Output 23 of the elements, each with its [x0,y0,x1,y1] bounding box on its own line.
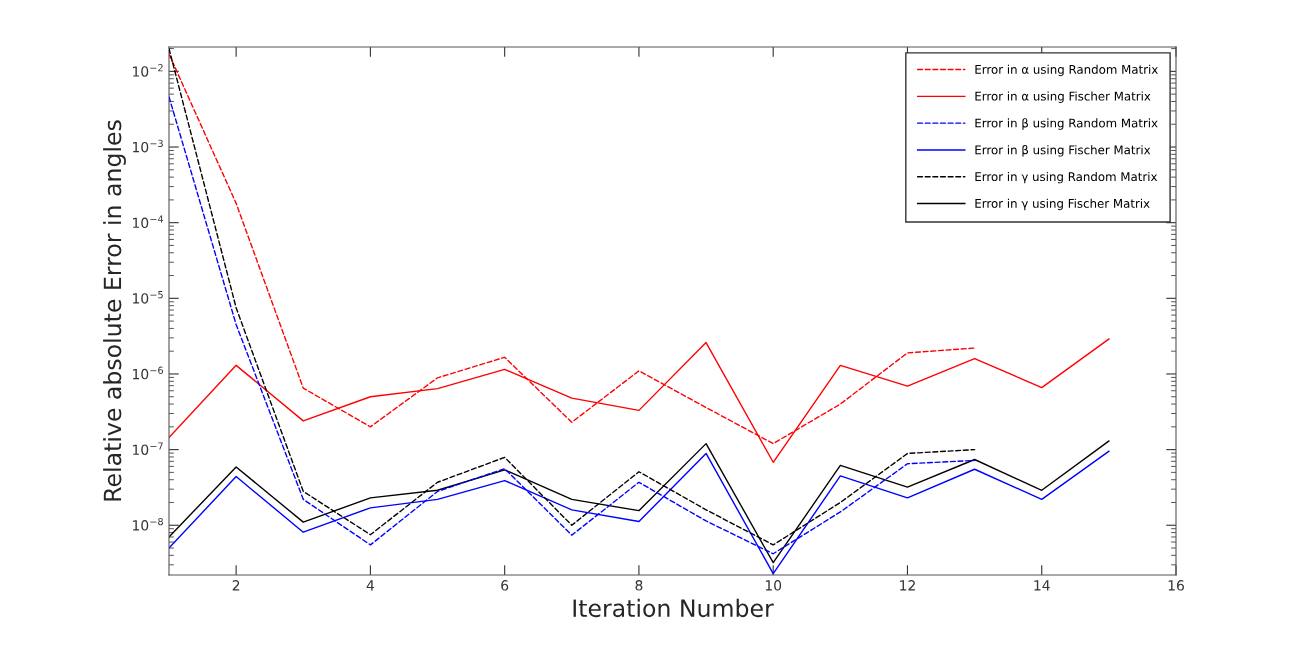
legend-label: Error in β using Random Matrix [975,118,1158,130]
x-tick-label: 2 [232,580,240,591]
x-axis-title: Iteration Number [573,598,774,618]
legend-label: Error in γ using Fischer Matrix [975,198,1150,211]
y-axis-title: Relative absolute Error in angles [103,120,126,501]
x-tick-label: 12 [900,580,915,591]
y-tick-label: 10$^{−7}$ [133,442,163,455]
x-tick-label: 4 [366,580,375,591]
x-tick-label: 8 [635,580,643,591]
x-tick-label: 6 [501,580,509,591]
y-tick-label: 10$^{−6}$ [133,366,164,380]
y-tick-label: 10$^{−2}$ [133,64,163,77]
legend-label: Error in β using Fischer Matrix [975,145,1151,157]
y-tick-label: 10$^{−8}$ [133,517,163,531]
x-tick-label: 10 [765,580,782,591]
y-tick-label: 10$^{−5}$ [133,291,163,304]
x-tick-label: 14 [1034,580,1050,591]
y-tick-label: 10$^{−3}$ [133,139,163,153]
legend-label: Error in α using Random Matrix [975,64,1158,77]
y-tick-label: 10$^{−4}$ [133,215,164,229]
legend-label: Error in γ using Random Matrix [975,171,1158,184]
legend-label: Error in α using Fischer Matrix [975,91,1151,103]
x-tick-label: 16 [1168,580,1184,591]
